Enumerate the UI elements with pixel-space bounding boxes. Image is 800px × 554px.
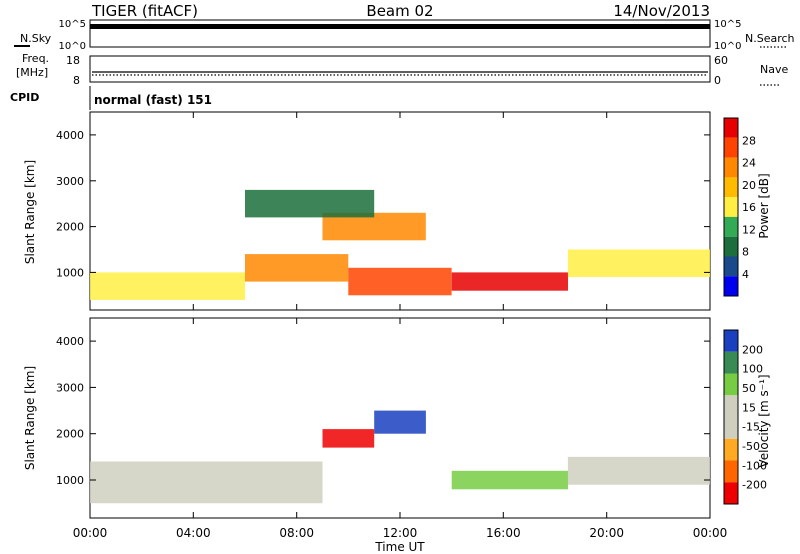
band-segment [451,272,568,291]
velocity-colorbar-label: Velocity [m s⁻¹] [757,374,771,467]
x-tick-label: 00:00 [693,526,728,540]
radar-title: TIGER (fitACF) [91,2,198,20]
nave-tick-top: 60 [714,54,728,67]
band-segment [348,267,452,296]
colorbar-tick-label: -50 [742,440,760,453]
band-segment [245,254,349,282]
nsky-label: N.Sky [20,32,52,45]
nave-label: Nave [760,63,788,76]
band-segment [90,461,323,504]
colorbar-tick-label: 15 [742,401,756,414]
colorbar-swatch [724,460,738,483]
colorbar-swatch [724,118,738,138]
colorbar-tick-label: 24 [742,157,756,170]
y-tick-label: 3000 [56,381,84,394]
y-tick-label: 3000 [56,175,84,188]
x-tick-label: 08:00 [279,526,314,540]
x-tick-label: 20:00 [589,526,624,540]
nsearch-tick-top: 10^5 [714,19,741,30]
band-segment [374,410,426,434]
power-colorbar-label: Power [dB] [757,173,771,238]
cpid-label: CPID [10,91,39,104]
band-segment [567,456,710,485]
colorbar-swatch [724,482,738,505]
beam-label: Beam 02 [366,2,433,20]
colorbar-tick-label: -15 [742,421,760,434]
power-yticks: 4000 3000 2000 1000 [56,129,710,279]
y-tick-label: 4000 [56,335,84,348]
velocity-panel: Slant Range [km] 4000 3000 2000 1000 200 100… [23,317,771,519]
freq-tick-top: 18 [66,54,80,67]
power-colorbar: 28 24 20 16 12 8 4 [723,117,756,297]
colorbar-tick-label: -100 [742,459,767,472]
nsearch-tick-bottom: 10^0 [714,41,741,52]
colorbar-tick-label: 28 [742,134,756,147]
power-marks [90,189,710,300]
y-tick-label: 2000 [56,428,84,441]
colorbar-tick-label: 20 [742,179,756,192]
colorbar-swatch [724,236,738,257]
colorbar-swatch [724,417,738,439]
colorbar-tick-label: 16 [742,201,756,214]
date-label: 14/Nov/2013 [613,2,710,20]
velocity-ylabel: Slant Range [km] [23,366,37,470]
band-segment [322,429,375,448]
nsearch-label: N.Search [745,32,795,45]
velocity-colorbar: 200 100 50 15 -15 -50 -100 -200 [723,329,767,505]
colorbar-swatch [724,395,738,418]
y-tick-label: 1000 [56,474,84,487]
colorbar-swatch [724,373,738,396]
cpid-value: normal (fast) 151 [94,93,212,107]
x-tick-label: 04:00 [176,526,211,540]
velocity-marks [90,410,710,504]
nsky-trace [90,24,710,29]
colorbar-swatch [724,438,738,461]
freq-tick-bottom: 8 [73,74,80,87]
x-axis-label: Time UT [374,540,425,554]
colorbar-frame [723,329,739,505]
y-tick-label: 2000 [56,221,84,234]
x-tick-label: 12:00 [383,526,418,540]
colorbar-frame [723,117,739,297]
colorbar-swatch [724,330,738,352]
colorbar-swatch [724,216,738,237]
colorbar-swatch [724,137,738,158]
colorbar-tick-label: 100 [742,363,763,376]
colorbar-swatch [724,256,738,277]
nsky-tick-bottom: 10^0 [59,41,86,52]
colorbar-tick-label: 8 [742,246,749,259]
band-segment [245,189,375,218]
nsky-tick-top: 10^5 [59,19,86,30]
freq-label-2: [MHz] [16,66,48,79]
x-axis-ticks: 00:00 04:00 08:00 12:00 16:00 20:00 00:00 [73,112,728,540]
x-tick-label: 16:00 [486,526,521,540]
y-tick-label: 4000 [56,129,84,142]
velocity-yticks: 4000 3000 2000 1000 [56,335,710,487]
band-segment [567,249,710,277]
colorbar-swatch [724,351,738,374]
colorbar-swatch [724,197,738,217]
power-ylabel: Slant Range [km] [23,160,37,264]
colorbar-swatch [724,157,738,178]
band-segment [451,470,568,490]
nave-tick-bottom: 0 [714,74,721,87]
power-panel: Slant Range [km] 4000 3000 2000 1000 28 24 20… [23,111,771,311]
colorbar-tick-label: -200 [742,479,767,492]
x-tick-label: 00:00 [73,526,108,540]
freq-panel [89,55,711,83]
colorbar-tick-label: 12 [742,223,756,236]
colorbar-swatch [724,276,738,296]
colorbar-tick-label: 4 [742,268,749,281]
y-tick-label: 1000 [56,266,84,279]
colorbar-swatch [724,177,738,198]
band-segment [90,272,245,300]
colorbar-tick-label: 200 [742,343,763,356]
freq-label-1: Freq. [22,52,49,65]
colorbar-tick-label: 50 [742,382,756,395]
